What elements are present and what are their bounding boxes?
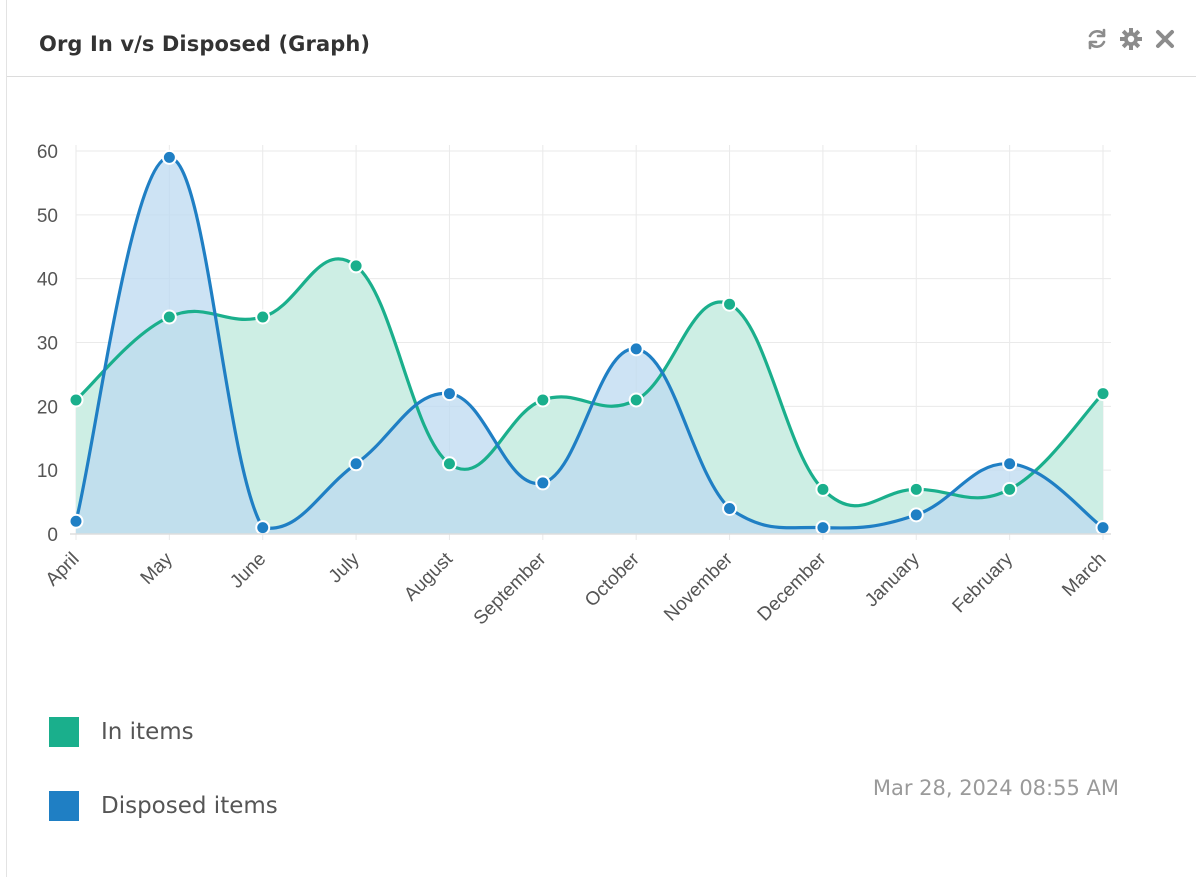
y-tick-label: 10 <box>37 461 58 482</box>
y-tick-label: 30 <box>37 334 58 355</box>
data-point-in-items <box>722 296 738 312</box>
data-point-disposed-items <box>255 520 271 536</box>
y-tick-label: 20 <box>37 397 58 418</box>
data-point-in-items <box>255 309 271 325</box>
data-point-disposed-items <box>815 520 831 536</box>
legend-label-in-items: In items <box>101 719 194 745</box>
gear-icon[interactable] <box>1118 26 1144 52</box>
updated-timestamp: Mar 28, 2024 08:55 AM <box>872 776 1119 800</box>
x-tick-label: March <box>1058 549 1110 601</box>
data-point-in-items <box>908 481 924 497</box>
refresh-icon[interactable] <box>1084 26 1110 52</box>
y-tick-label: 50 <box>37 206 58 227</box>
data-point-in-items <box>815 481 831 497</box>
data-point-disposed-items <box>722 500 738 516</box>
data-point-disposed-items <box>1095 520 1111 536</box>
data-point-disposed-items <box>1002 456 1018 472</box>
area-chart: 0 10 20 30 40 50 60 April May June July August Septe… <box>37 142 1111 629</box>
area-fill-in-items <box>76 258 1103 534</box>
x-tick-label: August <box>400 548 457 605</box>
x-tick-label: September <box>470 548 551 629</box>
y-tick-label: 0 <box>47 525 58 546</box>
x-tick-label: February <box>949 548 1018 617</box>
data-point-in-items <box>348 258 364 274</box>
widget-tools <box>1084 26 1178 52</box>
data-point-disposed-items <box>908 507 924 523</box>
data-point-in-items <box>68 392 84 408</box>
data-point-in-items <box>1002 481 1018 497</box>
data-point-in-items <box>1095 386 1111 402</box>
data-point-disposed-items <box>161 149 177 165</box>
data-point-in-items <box>628 392 644 408</box>
area-fill-disposed-items <box>76 157 1103 534</box>
legend-item-disposed-items[interactable]: Disposed items <box>49 790 278 822</box>
x-tick-label: December <box>754 548 831 625</box>
data-point-disposed-items <box>68 513 84 529</box>
data-point-disposed-items <box>535 475 551 491</box>
data-point-in-items <box>441 456 457 472</box>
widget-header: Org In v/s Disposed (Graph) <box>7 0 1196 77</box>
legend-swatch-in-items <box>49 717 79 747</box>
chart-legend: In items Disposed items <box>49 716 278 864</box>
y-tick-label: 40 <box>37 270 58 291</box>
x-tick-label: November <box>660 548 737 625</box>
data-point-disposed-items <box>628 341 644 357</box>
y-tick-label: 60 <box>37 142 58 163</box>
x-tick-label: May <box>137 548 178 589</box>
widget-title: Org In v/s Disposed (Graph) <box>39 32 371 56</box>
data-point-disposed-items <box>441 386 457 402</box>
legend-item-in-items[interactable]: In items <box>49 716 278 748</box>
legend-swatch-disposed-items <box>49 791 79 821</box>
x-tick-label: January <box>861 548 924 611</box>
x-tick-label: July <box>325 548 364 587</box>
legend-label-disposed-items: Disposed items <box>101 793 278 819</box>
x-tick-label: June <box>226 549 270 593</box>
x-tick-label: October <box>581 548 644 611</box>
data-point-in-items <box>161 309 177 325</box>
data-point-disposed-items <box>348 456 364 472</box>
close-icon[interactable] <box>1152 26 1178 52</box>
data-point-in-items <box>535 392 551 408</box>
x-tick-label: April <box>42 549 84 591</box>
